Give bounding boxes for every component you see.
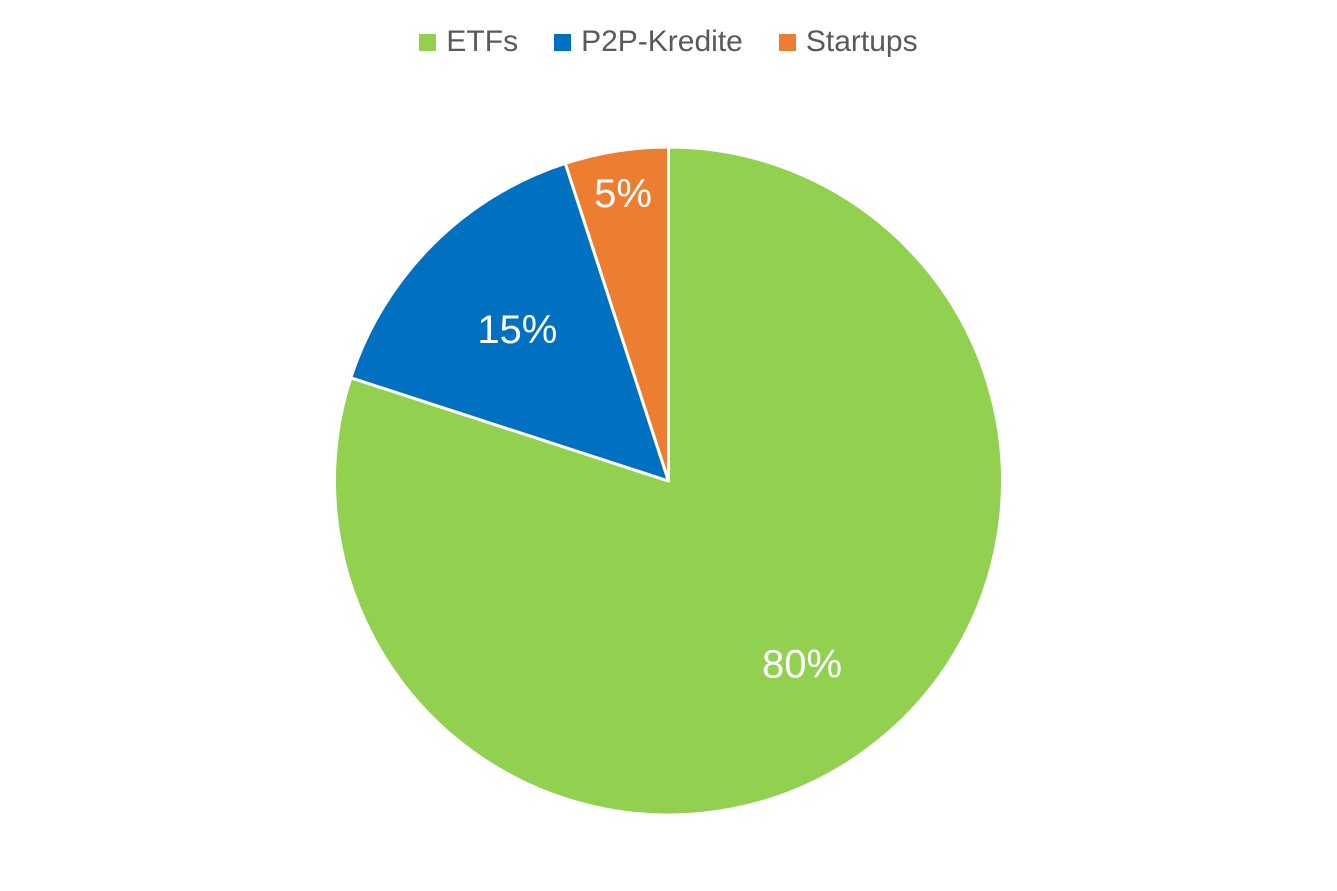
pie-slice-etfs <box>333 145 1004 817</box>
legend-label-p2p-kredite: P2P-Kredite <box>581 25 743 58</box>
data-label-startups: 5% <box>594 172 652 216</box>
legend-label-etfs: ETFs <box>446 25 519 58</box>
legend-item-etfs: ETFs <box>419 22 518 62</box>
legend-swatch-startups <box>778 33 796 51</box>
legend-item-startups: Startups <box>778 22 918 62</box>
data-label-etfs: 80% <box>762 643 842 687</box>
legend-label-startups: Startups <box>805 25 918 58</box>
chart-legend: ETFs P2P-Kredite Startups <box>0 22 1337 62</box>
data-label-p2p-kredite: 15% <box>477 308 557 352</box>
legend-swatch-etfs <box>419 33 437 51</box>
pie-slice-startups <box>563 145 670 483</box>
legend-swatch-p2p-kredite <box>554 33 572 51</box>
legend-item-p2p-kredite: P2P-Kredite <box>554 22 743 62</box>
pie-slice-p2p-kredite <box>349 161 670 483</box>
